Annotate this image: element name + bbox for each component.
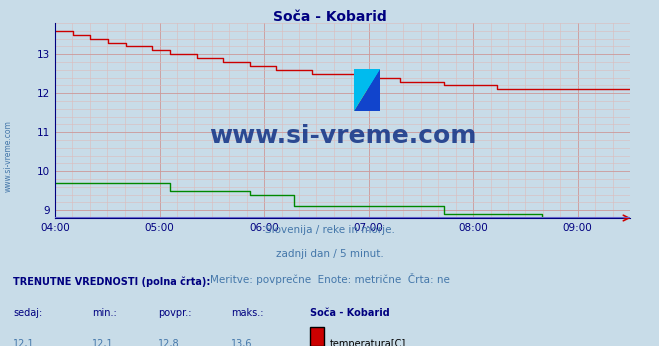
Bar xyxy=(367,69,380,111)
Text: sedaj:: sedaj: xyxy=(13,308,42,318)
Text: temperatura[C]: temperatura[C] xyxy=(330,339,406,346)
Polygon shape xyxy=(354,69,380,111)
Text: TRENUTNE VREDNOSTI (polna črta):: TRENUTNE VREDNOSTI (polna črta): xyxy=(13,277,211,287)
Text: povpr.:: povpr.: xyxy=(158,308,192,318)
Text: www.si-vreme.com: www.si-vreme.com xyxy=(209,124,476,148)
Text: www.si-vreme.com: www.si-vreme.com xyxy=(3,120,13,192)
Text: 13,6: 13,6 xyxy=(231,339,252,346)
Text: zadnji dan / 5 minut.: zadnji dan / 5 minut. xyxy=(275,249,384,259)
Text: Meritve: povprečne  Enote: metrične  Črta: ne: Meritve: povprečne Enote: metrične Črta:… xyxy=(210,273,449,285)
Text: 12,8: 12,8 xyxy=(158,339,180,346)
Text: 12,1: 12,1 xyxy=(13,339,35,346)
Text: maks.:: maks.: xyxy=(231,308,263,318)
Text: Soča - Kobarid: Soča - Kobarid xyxy=(310,308,389,318)
Text: 12,1: 12,1 xyxy=(92,339,114,346)
Polygon shape xyxy=(354,69,380,111)
Bar xyxy=(354,69,367,111)
Text: Soča - Kobarid: Soča - Kobarid xyxy=(273,10,386,24)
Text: min.:: min.: xyxy=(92,308,117,318)
Text: Slovenija / reke in morje.: Slovenija / reke in morje. xyxy=(264,225,395,235)
